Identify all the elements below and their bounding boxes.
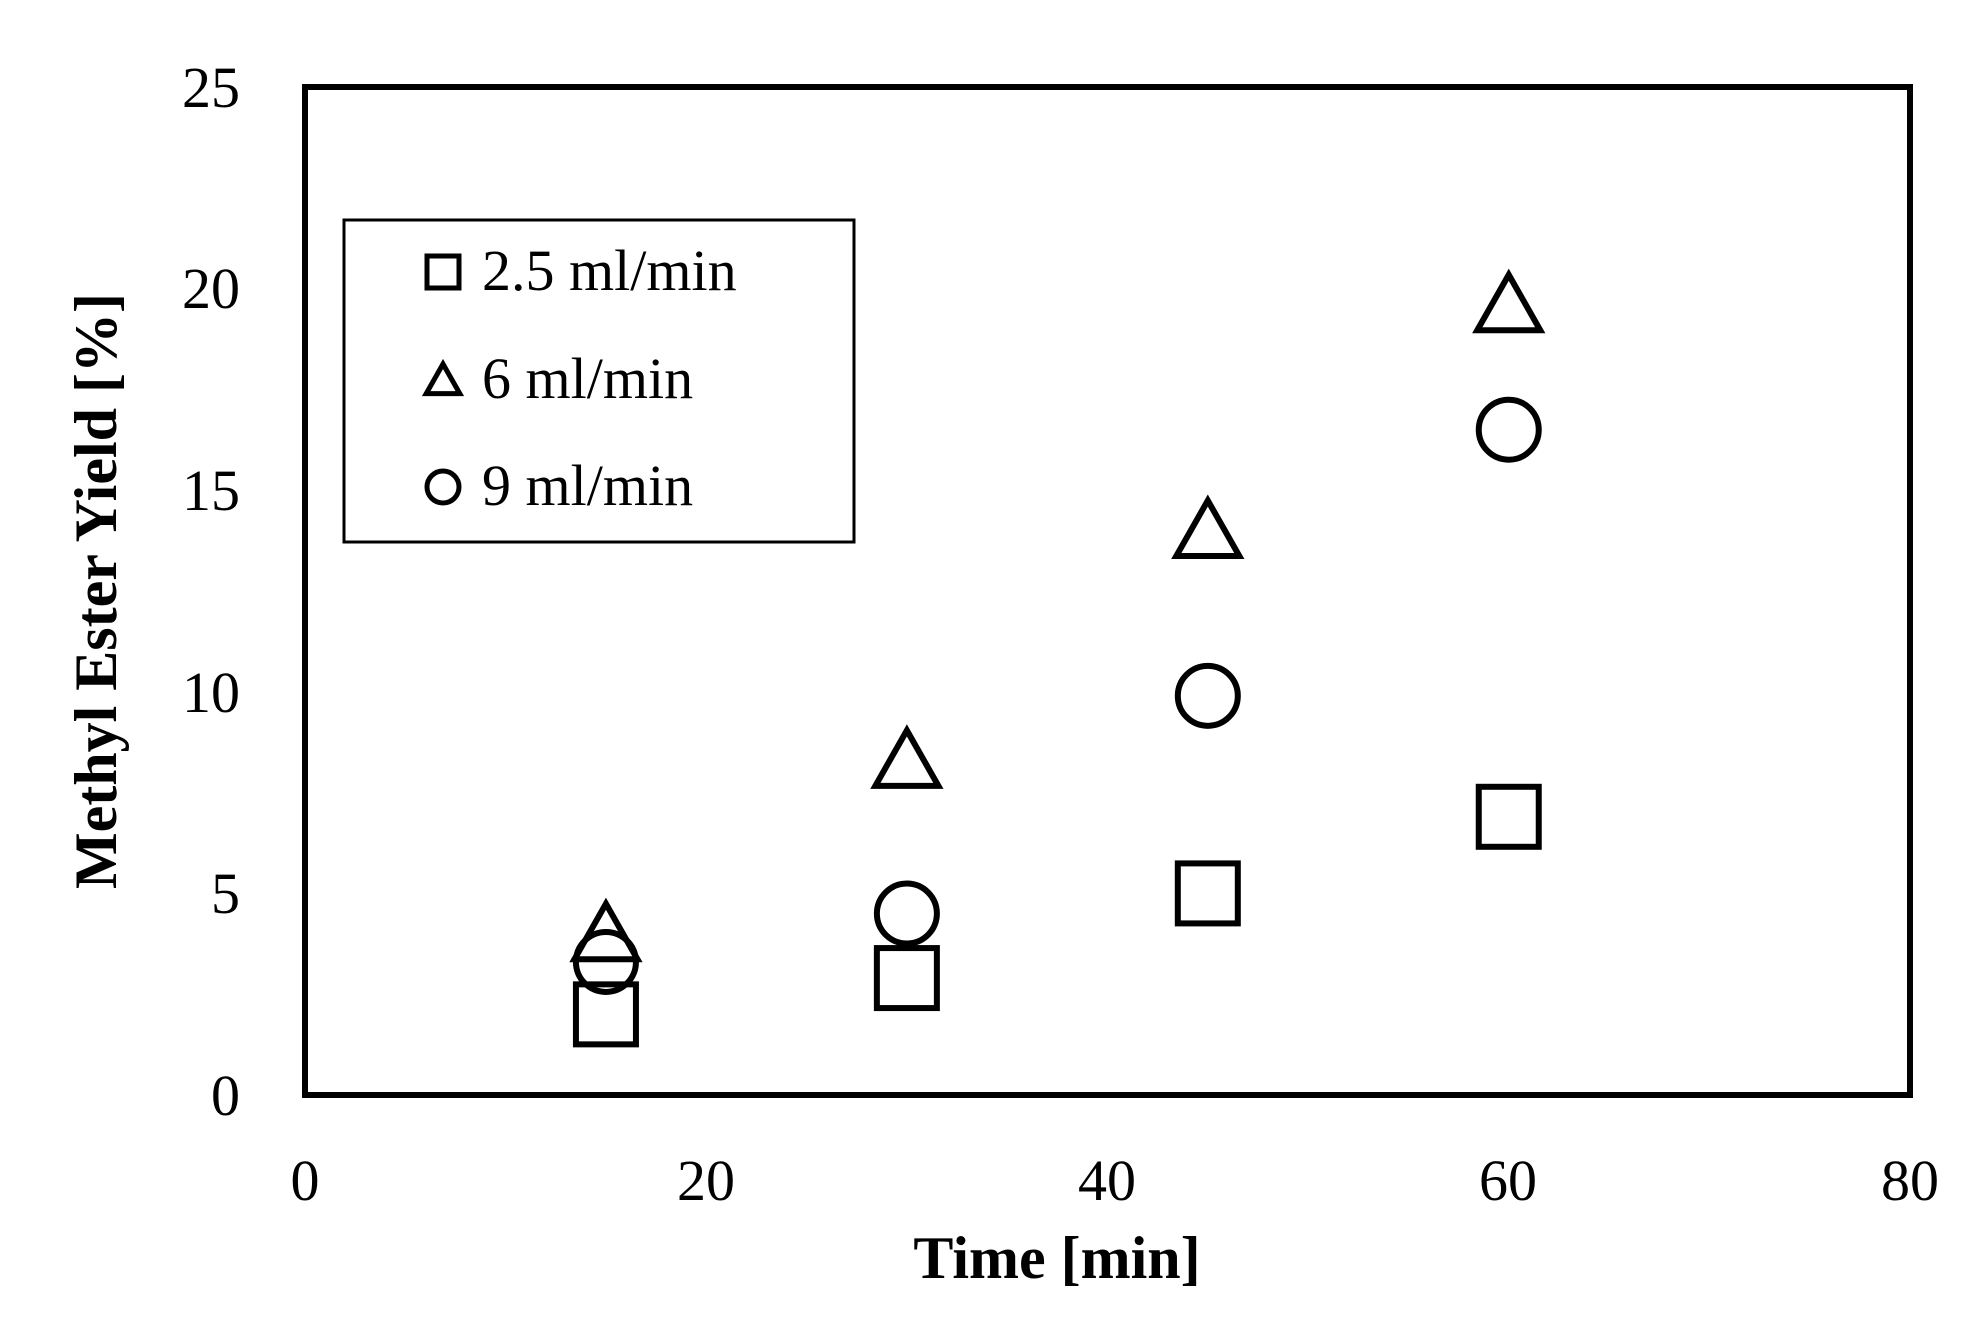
x-tick-label: 20 [677, 1148, 735, 1213]
y-tick-label: 20 [182, 256, 240, 321]
triangle-marker-6-ml-min [1171, 494, 1245, 560]
square-marker-2-5-ml-min [572, 981, 639, 1048]
y-tick-label: 15 [182, 458, 240, 523]
x-tick-label: 80 [1881, 1148, 1939, 1213]
triangle-marker-6-ml-min [870, 724, 944, 789]
legend-triangle-marker-6-ml-min [421, 358, 465, 397]
square-marker-2-5-ml-min [1475, 783, 1542, 850]
legend: 2.5 ml/min 6 ml/min 9 ml/min [342, 218, 856, 544]
legend-label-2-5-ml-min: 2.5 ml/min [482, 238, 737, 303]
circle-marker-9-ml-min [1174, 662, 1241, 729]
legend-markers [421, 253, 465, 506]
circle-marker-9-ml-min [572, 928, 639, 995]
x-tick-label: 0 [291, 1148, 320, 1213]
triangle-marker-6-ml-min [569, 897, 643, 963]
y-tick-label: 10 [182, 660, 240, 725]
legend-square-marker-2-5-ml-min [424, 253, 462, 291]
y-axis-tick-labels: 0 5 10 15 20 25 [182, 55, 240, 1128]
triangle-marker-6-ml-min [1472, 268, 1546, 334]
y-tick-label: 0 [211, 1063, 240, 1128]
y-tick-label: 5 [211, 861, 240, 926]
y-axis-title: Methyl Ester Yield [%] [63, 293, 129, 889]
data-markers [569, 268, 1546, 1048]
legend-label-9-ml-min: 9 ml/min [482, 453, 693, 518]
legend-label-6-ml-min: 6 ml/min [482, 346, 693, 411]
plot-area-frame [302, 84, 1913, 1098]
circle-marker-9-ml-min [873, 880, 940, 947]
circle-marker-9-ml-min [1475, 396, 1542, 463]
y-tick-label: 25 [182, 55, 240, 120]
legend-circle-marker-9-ml-min [424, 468, 462, 506]
x-tick-label: 60 [1479, 1148, 1537, 1213]
x-axis-tick-labels: 0 20 40 60 80 [291, 1148, 1940, 1213]
square-marker-2-5-ml-min [873, 945, 940, 1012]
square-marker-2-5-ml-min [1174, 860, 1241, 927]
x-tick-label: 40 [1078, 1148, 1136, 1213]
x-axis-title: Time [min] [913, 1225, 1200, 1291]
